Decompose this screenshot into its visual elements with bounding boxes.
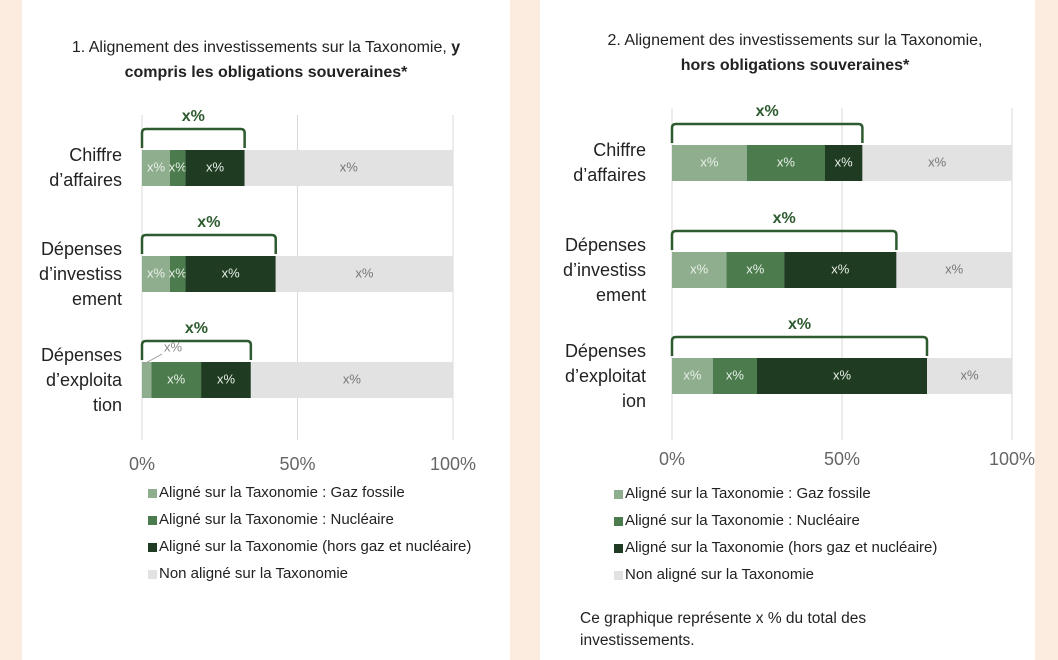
bar-segment [927, 358, 1012, 394]
bracket [670, 229, 898, 250]
category-label: Dépenses d’investiss ement [38, 238, 122, 309]
bar-segment [201, 362, 251, 398]
bracket [670, 335, 929, 356]
legend-swatch [614, 517, 623, 526]
category-label: Dépenses d’investiss ement [562, 234, 646, 305]
bar-segment [672, 145, 747, 181]
value-label: x% [222, 265, 241, 280]
legend-swatch [614, 544, 623, 553]
panel [22, 0, 510, 660]
bar-segment [142, 256, 170, 292]
bracket-label: x% [773, 210, 796, 227]
footnote: Ce graphique représente x % du total des… [580, 610, 867, 649]
bar-segment [185, 150, 245, 186]
x-tick-label: 50% [824, 449, 860, 469]
bracket [140, 339, 253, 360]
legend-swatch [148, 570, 157, 579]
category-label: Chiffre d’affaires [49, 145, 122, 190]
title-bold: y compris les obligations souveraines* [124, 39, 461, 81]
value-label: x% [217, 371, 236, 386]
bar-segment [169, 256, 186, 292]
value-label: x% [355, 265, 374, 280]
value-label: x% [206, 159, 225, 174]
value-label: x% [690, 261, 709, 276]
bar-segment [142, 150, 170, 186]
title-text: 2. Alignement des investissements sur la… [607, 32, 983, 49]
legend-swatch [148, 489, 157, 498]
value-label: x% [700, 154, 719, 169]
bar-segment [712, 358, 757, 394]
bar-segment [250, 362, 453, 398]
value-label: x% [169, 265, 188, 280]
value-label: x% [167, 371, 186, 386]
bar-segment [169, 150, 186, 186]
category-label: Dépenses d’exploitat ion [564, 340, 646, 411]
bracket-label: x% [788, 316, 811, 333]
value-label: x% [928, 154, 947, 169]
x-tick-label: 0% [659, 449, 685, 469]
title-text: 1. Alignement des investissements sur la… [71, 39, 452, 56]
bar-segment [825, 145, 863, 181]
legend-swatch [614, 571, 623, 580]
legend-swatch [148, 543, 157, 552]
bracket [140, 127, 246, 148]
x-tick-label: 0% [129, 454, 155, 474]
bar-segment [185, 256, 276, 292]
category-label: Dépenses d’exploita tion [40, 344, 122, 415]
bar-segment [896, 252, 1012, 288]
value-label: x% [343, 371, 362, 386]
category-label: Chiffre d’affaires [573, 140, 646, 185]
bar-segment [672, 358, 713, 394]
bar-segment [151, 362, 202, 398]
bar-segment [746, 145, 825, 181]
bar-segment [275, 256, 453, 292]
value-label: x% [835, 154, 854, 169]
value-label: x% [833, 367, 852, 382]
value-label: x% [777, 154, 796, 169]
value-label: x% [169, 159, 188, 174]
legend-label: Aligné sur la Taxonomie (hors gaz et nuc… [625, 539, 937, 556]
legend-label: Aligné sur la Taxonomie : Nucléaire [625, 512, 860, 529]
legend-swatch [148, 516, 157, 525]
bar-segment [726, 252, 785, 288]
bracket [140, 233, 277, 254]
chart-title: 2. Alignement des investissements sur la… [595, 28, 995, 78]
legend-swatch [614, 490, 623, 499]
legend-label: Aligné sur la Taxonomie : Gaz fossile [159, 484, 405, 501]
bar-segment [862, 145, 1012, 181]
legend-label: Non aligné sur la Taxonomie [625, 566, 814, 583]
value-label: x% [683, 367, 702, 382]
legend-label: Aligné sur la Taxonomie : Nucléaire [159, 511, 394, 528]
value-label: x% [340, 159, 359, 174]
bar-segment [244, 150, 453, 186]
bar-segment [784, 252, 897, 288]
chart-title: 1. Alignement des investissements sur la… [66, 35, 466, 85]
value-label: x% [746, 261, 765, 276]
bracket-label: x% [756, 103, 779, 120]
bar-segment [672, 252, 727, 288]
value-label: x% [147, 265, 166, 280]
leader-line [143, 353, 163, 365]
x-tick-label: 50% [279, 454, 315, 474]
value-label: x% [831, 261, 850, 276]
bracket-label: x% [197, 214, 220, 231]
bar-segment [757, 358, 927, 394]
value-label: x% [960, 367, 979, 382]
bar-segment [142, 362, 152, 398]
x-tick-label: 100% [430, 454, 476, 474]
bracket-label: x% [182, 108, 205, 125]
value-label: x% [147, 159, 166, 174]
legend-label: Aligné sur la Taxonomie (hors gaz et nuc… [159, 538, 471, 555]
bracket [670, 122, 864, 143]
title-bold: hors obligations souveraines* [680, 57, 910, 74]
x-tick-label: 100% [989, 449, 1035, 469]
value-label: x% [726, 367, 745, 382]
value-label: x% [164, 339, 183, 354]
bracket-label: x% [185, 320, 208, 337]
legend-label: Aligné sur la Taxonomie : Gaz fossile [625, 485, 871, 502]
value-label: x% [945, 261, 964, 276]
legend-label: Non aligné sur la Taxonomie [159, 565, 348, 582]
